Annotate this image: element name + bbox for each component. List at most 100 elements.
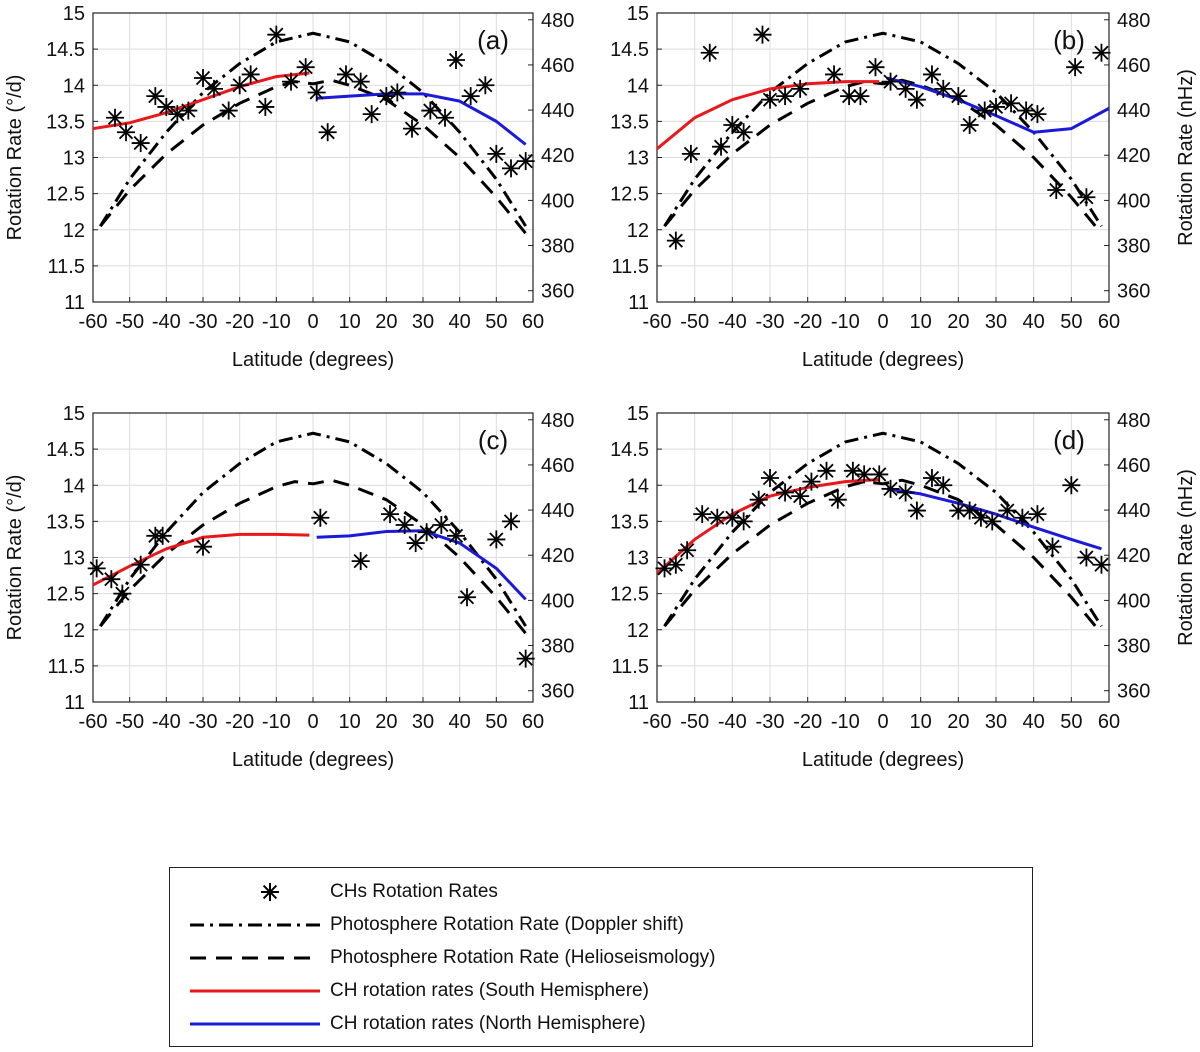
asterisk-marker-icon bbox=[261, 883, 279, 901]
panel-label: (d) bbox=[1053, 425, 1085, 455]
y-tick-label: 12 bbox=[627, 620, 649, 642]
legend-label-south: CH rotation rates (South Hemisphere) bbox=[330, 980, 649, 1001]
scatter-point bbox=[362, 105, 381, 124]
y-tick-label: 15 bbox=[63, 3, 85, 25]
series-line-north-fit bbox=[316, 92, 527, 146]
scatter-point bbox=[693, 505, 712, 524]
y-tick-label: 14 bbox=[627, 75, 649, 97]
scatter-point bbox=[395, 515, 414, 534]
scatter-point bbox=[1062, 476, 1081, 495]
x-tick-label: 20 bbox=[947, 311, 969, 333]
scatter-point bbox=[458, 588, 476, 607]
scatter-point bbox=[723, 115, 742, 134]
y-axis-label-right: Rotation Rate (nHz) bbox=[1175, 69, 1197, 246]
y-tick-label: 15 bbox=[63, 403, 85, 425]
x-tick-label: 40 bbox=[449, 711, 471, 733]
scatter-point bbox=[381, 505, 399, 524]
panel-label: (b) bbox=[1053, 25, 1085, 55]
y-right-tick-label: 420 bbox=[541, 545, 574, 567]
scatter-point bbox=[987, 97, 1005, 116]
x-tick-label: 30 bbox=[985, 311, 1007, 333]
y-tick-label: 13 bbox=[627, 148, 649, 170]
scatter-point bbox=[337, 65, 355, 84]
legend-label-scatter: CHs Rotation Rates bbox=[330, 881, 498, 902]
legend-label-north: CH rotation rates (North Hemisphere) bbox=[330, 1013, 646, 1034]
y-right-tick-label: 480 bbox=[541, 410, 574, 432]
y-tick-label: 13.5 bbox=[46, 511, 85, 533]
y-right-tick-label: 440 bbox=[1117, 500, 1150, 522]
x-tick-label: -30 bbox=[189, 311, 218, 333]
scatter-point bbox=[311, 508, 330, 527]
series-line-helioseismology bbox=[663, 78, 1103, 235]
y-right-tick-label: 440 bbox=[541, 100, 574, 122]
scatter-point bbox=[855, 465, 874, 484]
x-tick-label: 0 bbox=[307, 711, 318, 733]
scatter-point bbox=[516, 152, 535, 171]
x-tick-label: -60 bbox=[79, 711, 108, 733]
scatter-point bbox=[678, 541, 697, 560]
scatter-point bbox=[487, 144, 506, 163]
dash-dot-line-icon bbox=[190, 923, 320, 927]
scatter-point bbox=[975, 101, 994, 120]
scatter-point bbox=[749, 490, 768, 509]
scatter-point bbox=[403, 119, 421, 138]
scatter-point bbox=[417, 523, 436, 542]
scatter-point bbox=[230, 76, 249, 95]
x-tick-label: 60 bbox=[522, 711, 544, 733]
x-tick-label: 0 bbox=[877, 311, 888, 333]
x-axis-label: Latitude (degrees) bbox=[232, 749, 394, 771]
scatter-point bbox=[131, 555, 150, 574]
scatter-point bbox=[1047, 181, 1066, 200]
scatter-point bbox=[153, 526, 172, 545]
y-axis-label-left: Rotation Rate (°/d) bbox=[4, 475, 26, 641]
x-tick-label: 10 bbox=[339, 311, 361, 333]
x-tick-label: 30 bbox=[412, 711, 434, 733]
y-right-tick-label: 460 bbox=[541, 455, 574, 477]
y-tick-label: 13.5 bbox=[610, 111, 649, 133]
scatter-point bbox=[351, 552, 370, 571]
x-tick-label: 50 bbox=[1060, 711, 1082, 733]
scatter-point bbox=[712, 137, 731, 156]
scatter-point bbox=[421, 101, 440, 120]
y-right-tick-label: 420 bbox=[541, 145, 574, 167]
scatter-point bbox=[723, 508, 742, 527]
y-tick-label: 13 bbox=[63, 148, 85, 170]
scatter-point bbox=[1092, 43, 1111, 62]
scatter-point bbox=[87, 559, 106, 578]
y-tick-label: 13 bbox=[63, 548, 85, 570]
scatter-point bbox=[476, 76, 495, 95]
x-tick-label: -10 bbox=[831, 311, 860, 333]
series-line-doppler bbox=[663, 431, 1103, 627]
scatter-point bbox=[487, 530, 506, 549]
scatter-point bbox=[907, 501, 926, 520]
scatter-point bbox=[1028, 105, 1047, 124]
y-tick-label: 15 bbox=[627, 403, 649, 425]
x-tick-label: -60 bbox=[643, 311, 672, 333]
legend-item-north: CH rotation rates (North Hemisphere) bbox=[170, 1008, 1030, 1038]
scatter-point bbox=[205, 79, 223, 98]
scatter-point bbox=[351, 72, 370, 91]
y-tick-label: 12 bbox=[63, 620, 85, 642]
chart-panel-b: -60 -50 -40 -30 -20 -10 0 10 20 30 40 50 60 11 11.5 12 1… bbox=[610, 3, 1197, 371]
scatter-point bbox=[666, 231, 685, 250]
y-tick-label: 14.5 bbox=[610, 439, 649, 461]
series-line-south-fit bbox=[656, 80, 880, 150]
scatter-point bbox=[971, 508, 990, 527]
x-tick-label: -10 bbox=[831, 711, 860, 733]
scatter-point bbox=[1028, 505, 1047, 524]
figure-canvas: -60 -50 -40 -30 -20 -10 0 10 20 30 40 50 60 11 11.5 12 1… bbox=[4, 3, 1197, 771]
y-tick-label: 11.5 bbox=[612, 656, 649, 678]
scatter-point bbox=[436, 108, 454, 127]
scatter-point bbox=[870, 465, 889, 484]
scatter-point bbox=[761, 90, 779, 109]
scatter-point bbox=[131, 134, 150, 153]
scatter-point bbox=[502, 512, 520, 531]
panel-label: (c) bbox=[478, 425, 508, 455]
scatter-point bbox=[843, 461, 862, 480]
y-right-tick-label: 440 bbox=[541, 500, 574, 522]
scatter-point bbox=[194, 537, 212, 556]
y-right-tick-label: 440 bbox=[1117, 100, 1150, 122]
x-tick-label: 50 bbox=[485, 711, 507, 733]
scatter-point bbox=[1043, 537, 1062, 556]
scatter-point bbox=[681, 144, 700, 163]
